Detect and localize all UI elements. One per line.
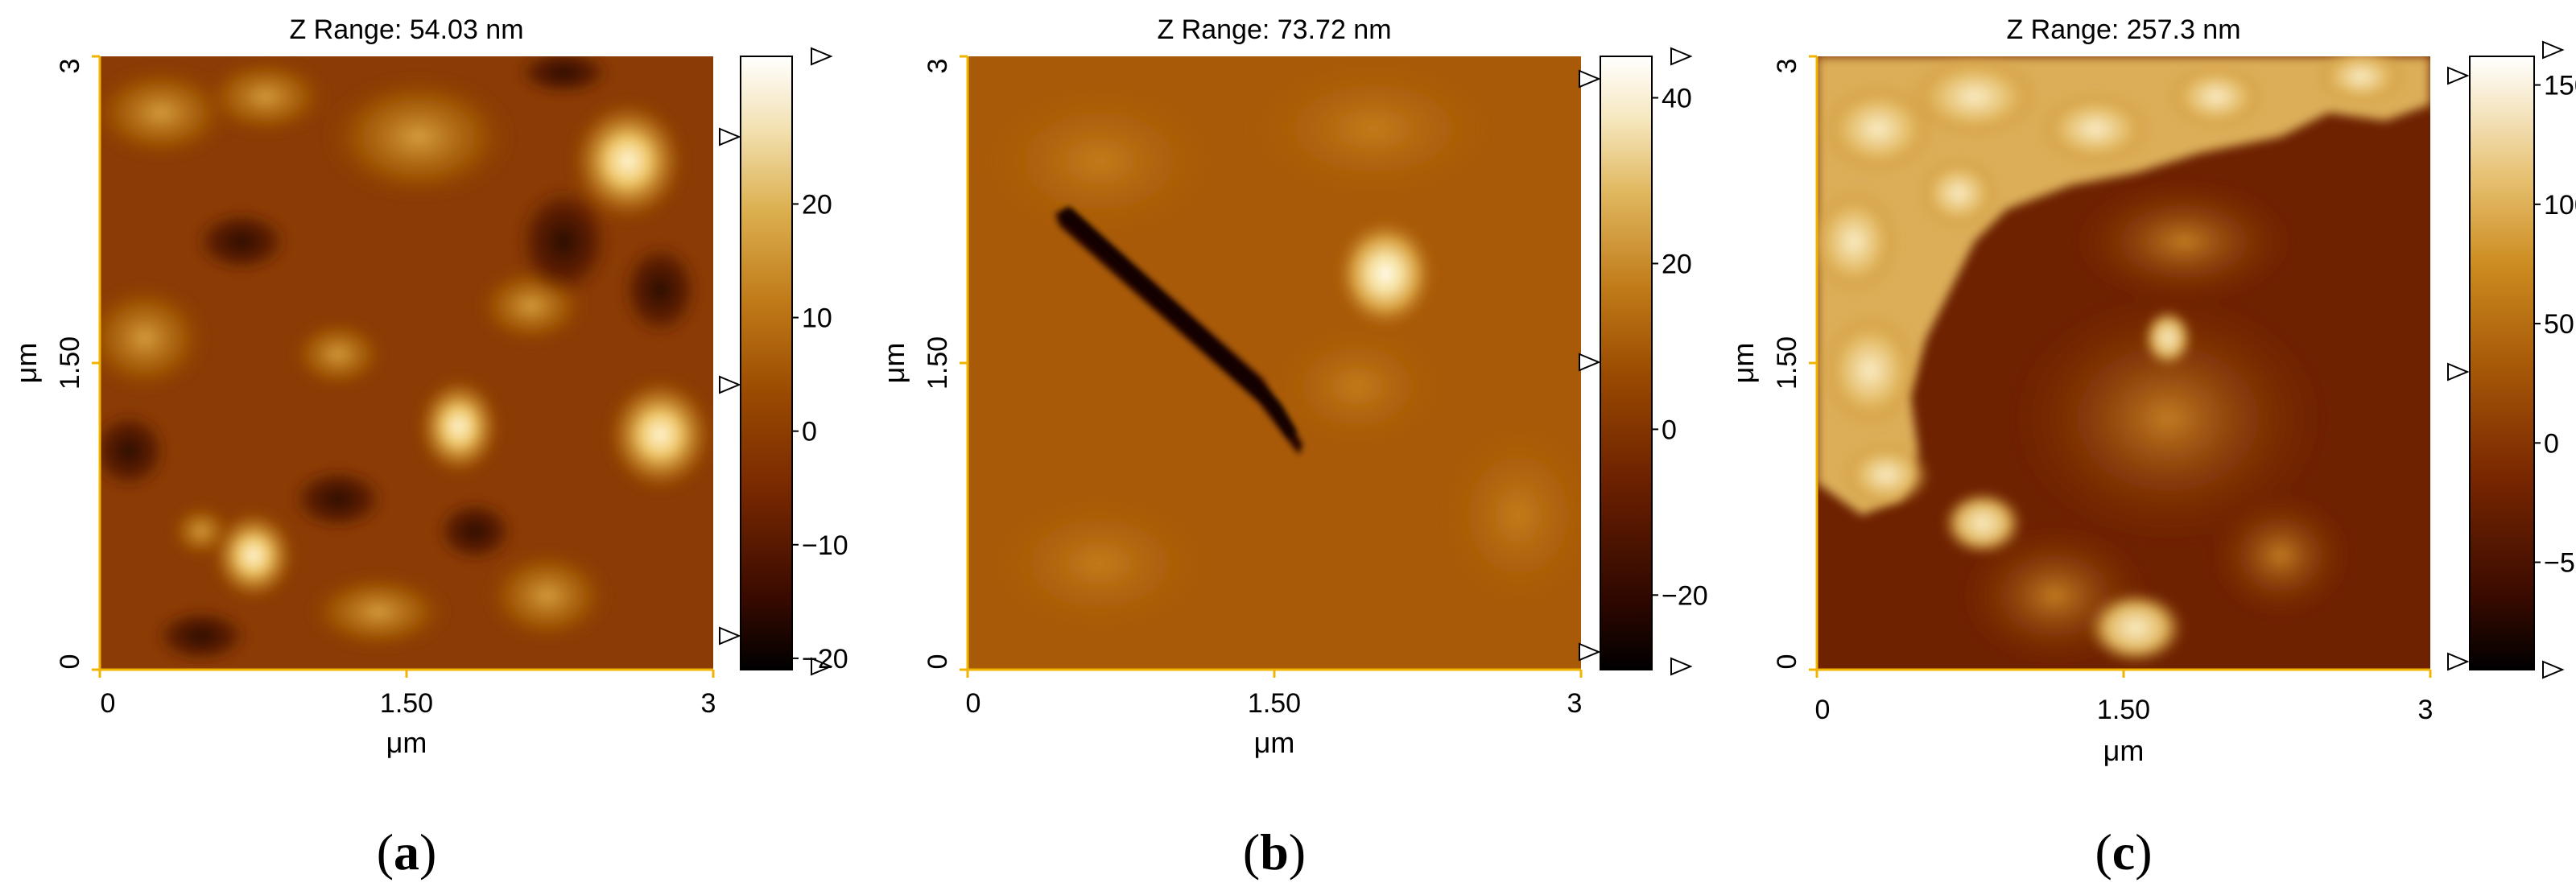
axes [92, 55, 715, 678]
x-tick-label: 0 [101, 688, 116, 719]
panel-letter: b [1260, 823, 1289, 881]
colorbar-tick-label: 0 [2544, 428, 2559, 459]
colorbar-tick-label: −10 [802, 530, 848, 561]
x-tick-label: 1.50 [380, 688, 433, 719]
y-tick-label: 3 [55, 59, 85, 74]
afm-panel-b: Z Range: 73.72 nm 0 1.50 [858, 0, 1717, 891]
x-tick-label: 3 [2418, 695, 2434, 725]
afm-panel-a: Z Range: 54.03 nm [0, 0, 858, 891]
colorbar-tick-label: 100 [2544, 190, 2576, 221]
x-axis-label: μm [2103, 734, 2145, 767]
colorbar-ticks: −20 −10 0 10 20 [792, 189, 848, 674]
x-tick-label: 3 [701, 688, 716, 719]
colorbar-tick-label: 20 [1662, 249, 1692, 279]
colorbar-tick-label: 0 [1662, 415, 1677, 445]
panel-caption: (a) [377, 823, 437, 881]
y-tick-label: 3 [1772, 59, 1802, 74]
y-tick-label: 0 [55, 654, 85, 670]
panel-caption: (b) [1243, 823, 1306, 881]
afm-chart-b: Z Range: 73.72 nm 0 1.50 [877, 14, 1708, 881]
afm-panel-c: Z Range: 257.3 nm [1717, 0, 2576, 891]
colorbar-tick-label: −50 [2544, 548, 2576, 579]
colorbar-markers [2447, 40, 2565, 679]
y-tick-label: 0 [923, 654, 953, 670]
afm-image [968, 56, 1581, 670]
z-range-title: Z Range: 73.72 nm [1157, 14, 1391, 45]
colorbar-markers [719, 47, 833, 676]
colorbar-tick-label: 20 [802, 189, 832, 220]
x-tick-label: 0 [1815, 695, 1831, 725]
colorbar-tick-label: 10 [802, 303, 832, 334]
z-range-title: Z Range: 54.03 nm [289, 14, 523, 45]
afm-image [100, 56, 713, 670]
y-tick-label: 0 [1772, 654, 1802, 670]
x-tick-label: 3 [1567, 688, 1583, 719]
colorbar-tick-label: 150 [2544, 71, 2576, 101]
colorbar-markers [1579, 47, 1693, 676]
axes [960, 55, 1583, 678]
y-tick-label: 1.50 [923, 336, 953, 390]
colorbar-ticks: −50 0 50 100 150 [2534, 71, 2576, 579]
colorbar-tick-label: 40 [1662, 83, 1692, 113]
colorbar [1600, 56, 1653, 670]
afm-image [1817, 56, 2430, 670]
x-tick-label: 1.50 [2097, 695, 2150, 725]
y-axis-label: μm [1727, 343, 1760, 384]
z-range-title: Z Range: 257.3 nm [2006, 14, 2240, 45]
afm-chart-a: Z Range: 54.03 nm [10, 14, 848, 881]
x-axis-label: μm [386, 726, 427, 759]
colorbar [2469, 56, 2535, 670]
colorbar [740, 56, 793, 670]
y-axis-label: μm [877, 343, 910, 384]
afm-chart-c: Z Range: 257.3 nm [1727, 14, 2576, 881]
y-tick-label: 1.50 [55, 336, 85, 390]
x-axis-label: μm [1254, 726, 1295, 759]
panel-letter: c [2112, 823, 2135, 881]
colorbar-tick-label: 0 [802, 417, 817, 448]
colorbar-tick-label: 50 [2544, 309, 2574, 340]
axes [1809, 55, 2432, 678]
y-tick-label: 1.50 [1772, 336, 1802, 390]
panel-caption: (c) [2095, 823, 2152, 881]
y-axis-label: μm [10, 343, 43, 384]
panel-letter: a [394, 823, 419, 881]
colorbar-tick-label: −20 [1662, 580, 1708, 611]
colorbar-ticks: −20 0 20 40 [1652, 83, 1708, 611]
colorbar-tick-label: −20 [802, 644, 848, 674]
x-tick-label: 0 [966, 688, 981, 719]
x-tick-label: 1.50 [1248, 688, 1301, 719]
y-tick-label: 3 [923, 59, 953, 74]
